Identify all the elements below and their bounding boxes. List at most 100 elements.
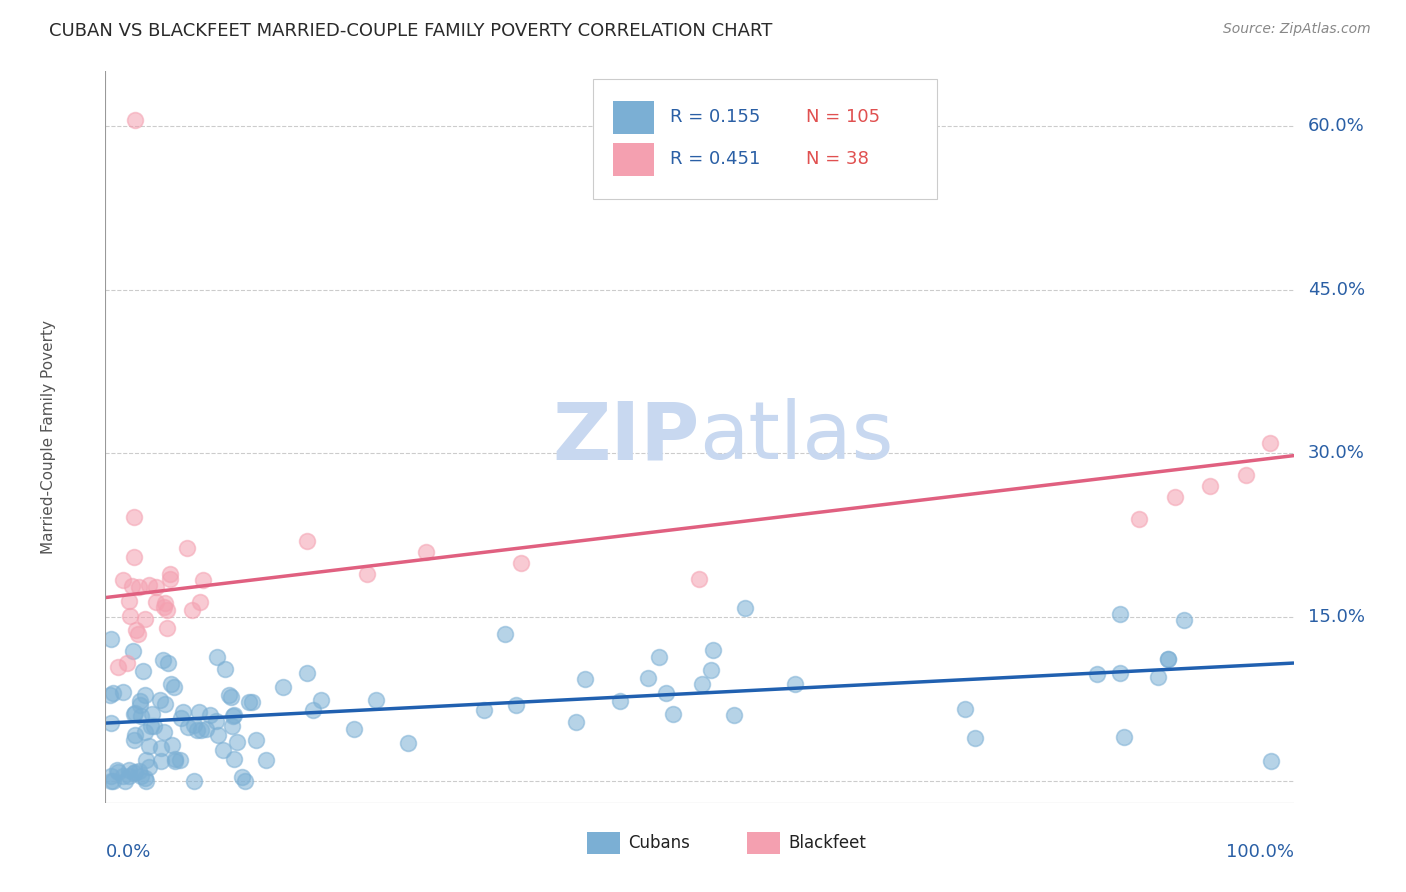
- Point: [129, 698, 152, 713]
- Point: [356, 566, 378, 581]
- Point: [472, 703, 495, 717]
- Point: [138, 739, 160, 753]
- Point: [176, 541, 198, 555]
- Point: [124, 765, 146, 780]
- Point: [224, 707, 246, 722]
- Point: [574, 673, 596, 687]
- Point: [1157, 652, 1180, 666]
- Point: [101, 686, 124, 700]
- Point: [159, 572, 181, 586]
- Point: [152, 653, 174, 667]
- Point: [240, 695, 263, 709]
- Point: [129, 709, 152, 723]
- Point: [122, 644, 145, 658]
- Point: [238, 695, 260, 709]
- Point: [135, 752, 157, 766]
- Point: [723, 707, 745, 722]
- Point: [505, 698, 527, 713]
- FancyBboxPatch shape: [613, 101, 654, 134]
- Point: [297, 666, 319, 681]
- Point: [785, 677, 807, 691]
- Point: [114, 774, 136, 789]
- Text: CUBAN VS BLACKFEET MARRIED-COUPLE FAMILY POVERTY CORRELATION CHART: CUBAN VS BLACKFEET MARRIED-COUPLE FAMILY…: [49, 22, 772, 40]
- Point: [170, 711, 193, 725]
- Point: [124, 113, 146, 128]
- Point: [1199, 479, 1222, 493]
- Point: [121, 579, 143, 593]
- Point: [141, 719, 163, 733]
- Point: [1108, 665, 1130, 680]
- Point: [198, 708, 221, 723]
- Point: [1258, 435, 1281, 450]
- Point: [647, 649, 669, 664]
- Point: [1234, 468, 1257, 483]
- Point: [149, 755, 172, 769]
- Point: [661, 707, 683, 722]
- Point: [186, 723, 208, 737]
- Point: [1128, 512, 1150, 526]
- Point: [141, 707, 163, 722]
- Point: [131, 664, 153, 678]
- Point: [311, 692, 333, 706]
- Point: [135, 774, 157, 789]
- Text: 0.0%: 0.0%: [105, 843, 150, 861]
- Point: [188, 595, 211, 609]
- Point: [100, 768, 122, 782]
- Text: 100.0%: 100.0%: [1226, 843, 1294, 861]
- Point: [160, 738, 183, 752]
- Point: [134, 612, 156, 626]
- Point: [117, 656, 139, 670]
- Point: [118, 768, 141, 782]
- Point: [510, 556, 533, 570]
- Text: 30.0%: 30.0%: [1308, 444, 1365, 462]
- Text: Source: ZipAtlas.com: Source: ZipAtlas.com: [1223, 22, 1371, 37]
- Text: Cubans: Cubans: [628, 834, 690, 852]
- Point: [702, 643, 724, 657]
- Text: R = 0.155: R = 0.155: [669, 109, 761, 127]
- Point: [122, 733, 145, 747]
- Point: [233, 774, 256, 789]
- Text: 15.0%: 15.0%: [1308, 608, 1365, 626]
- Point: [1260, 754, 1282, 768]
- Point: [1085, 666, 1108, 681]
- Point: [214, 662, 236, 676]
- Point: [107, 660, 129, 674]
- Point: [169, 753, 191, 767]
- Point: [157, 656, 180, 670]
- Point: [271, 681, 294, 695]
- Point: [143, 719, 166, 733]
- Point: [124, 706, 146, 720]
- FancyBboxPatch shape: [613, 143, 654, 176]
- Point: [297, 533, 319, 548]
- Point: [1164, 490, 1187, 504]
- Point: [122, 510, 145, 524]
- FancyBboxPatch shape: [592, 78, 936, 200]
- Point: [1112, 731, 1135, 745]
- Point: [254, 753, 277, 767]
- Text: 45.0%: 45.0%: [1308, 281, 1365, 299]
- Text: ZIP: ZIP: [553, 398, 700, 476]
- Point: [149, 740, 172, 755]
- Point: [494, 627, 516, 641]
- Point: [122, 707, 145, 722]
- Text: Blackfeet: Blackfeet: [789, 834, 866, 852]
- Point: [689, 572, 711, 586]
- Point: [176, 721, 198, 735]
- Point: [128, 580, 150, 594]
- Point: [138, 578, 160, 592]
- Point: [218, 688, 240, 702]
- Point: [122, 766, 145, 780]
- Point: [100, 715, 122, 730]
- Point: [205, 714, 228, 728]
- Point: [1157, 651, 1180, 665]
- Point: [127, 627, 149, 641]
- Point: [153, 600, 176, 615]
- Point: [183, 774, 205, 789]
- Point: [124, 728, 146, 742]
- Point: [963, 731, 986, 745]
- Point: [105, 763, 128, 777]
- Point: [153, 725, 176, 739]
- Point: [156, 603, 179, 617]
- Point: [226, 735, 249, 749]
- FancyBboxPatch shape: [586, 832, 620, 854]
